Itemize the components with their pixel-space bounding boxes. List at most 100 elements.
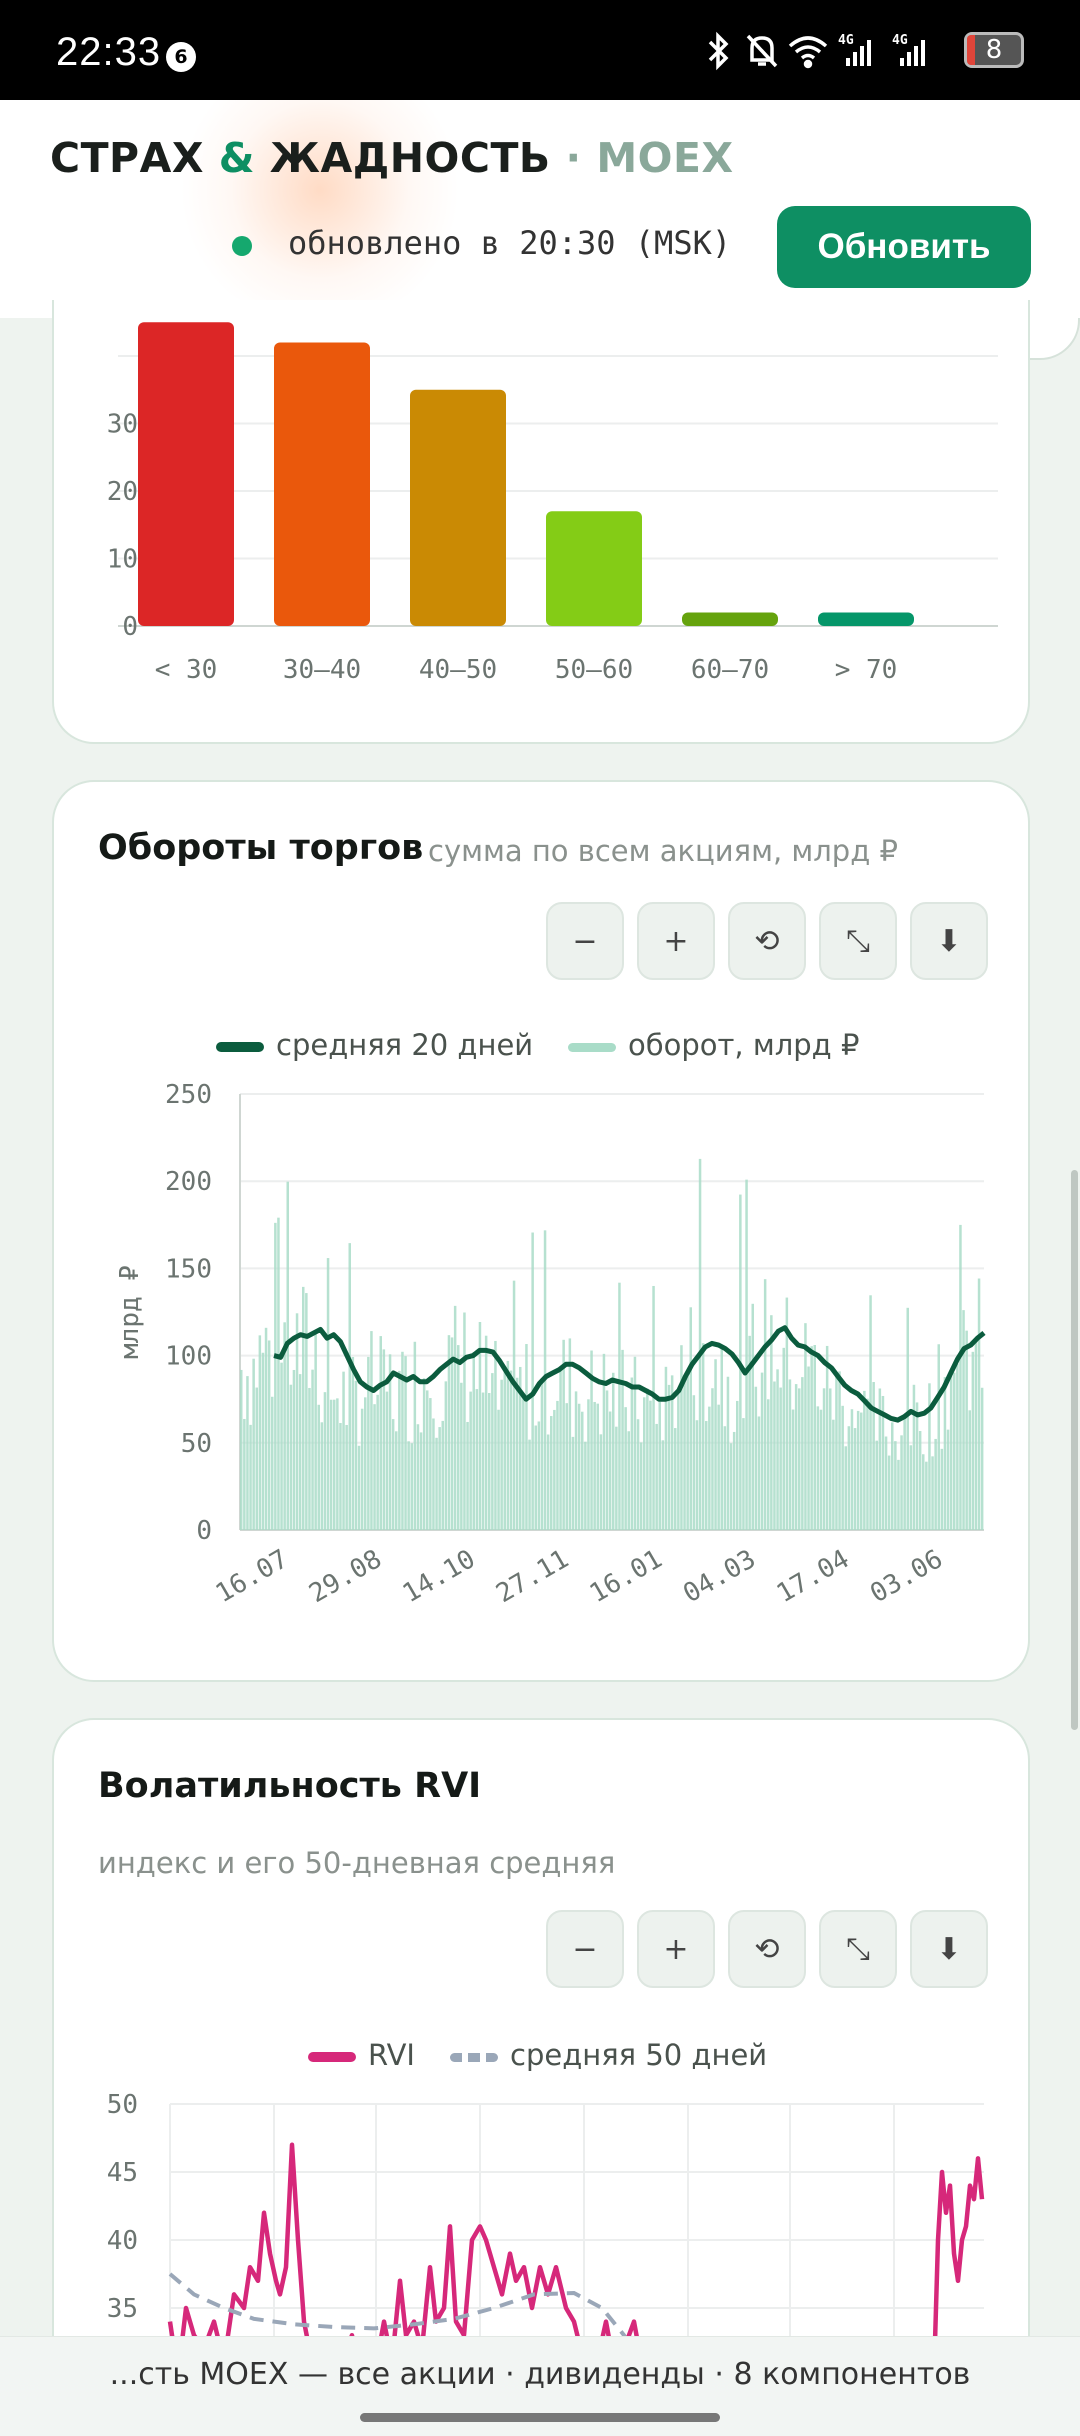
brand-part1: СТРАХ (50, 134, 219, 182)
x-tick-label: 03.06 (865, 1544, 948, 1609)
turnover-bar (453, 1305, 457, 1530)
turnover-bar (729, 1443, 733, 1530)
turnover-bar (519, 1366, 522, 1530)
turnover-bar (444, 1381, 448, 1530)
turnover-bar (819, 1409, 823, 1530)
turnover-bar (856, 1410, 860, 1530)
x-tick-label: 04.03 (678, 1544, 761, 1609)
turnover-bar (946, 1429, 950, 1530)
turnover-bar (825, 1345, 829, 1530)
x-tick-label: 16.01 (585, 1544, 668, 1609)
turnover-bar (630, 1377, 634, 1530)
download-button[interactable]: ⬇ (910, 902, 988, 980)
home-indicator[interactable] (360, 2413, 720, 2422)
reset-zoom-button[interactable]: ⟲ (728, 902, 806, 980)
turnover-bar (900, 1435, 903, 1530)
turnover-bar (429, 1398, 432, 1530)
rvi-zoom-out-button[interactable]: − (546, 1910, 624, 1988)
turnover-bar (652, 1285, 655, 1530)
turnover-bar (643, 1397, 646, 1530)
turnover-bar (494, 1340, 497, 1530)
turnover-bar (289, 1384, 293, 1530)
turnover-bar (531, 1232, 534, 1530)
turnover-bar (714, 1359, 717, 1530)
turnover-bar (962, 1310, 965, 1530)
zoom-in-button[interactable]: + (637, 902, 715, 980)
turnover-bar (937, 1344, 940, 1530)
legend-swatch-rvi (308, 2052, 356, 2062)
turnover-bar (457, 1345, 460, 1530)
legend-label-avg: средняя 20 дней (276, 1028, 534, 1062)
y-tick-label: 100 (165, 1342, 212, 1372)
turnover-bar (754, 1386, 758, 1530)
distribution-chart: 0 10 20 30 < 30 30–40 40–50 50–60 60–70 > 70 (107, 322, 998, 685)
turnover-bar (670, 1375, 674, 1530)
turnover-bar (940, 1448, 944, 1530)
turnover-bar (655, 1423, 658, 1530)
legend-swatch-rvi-avg (450, 2052, 498, 2062)
turnover-bar (680, 1345, 683, 1530)
zoom-out-button[interactable]: − (546, 902, 624, 980)
turnover-bar (605, 1390, 609, 1530)
rvi-subtitle: индекс и его 50-дневная средняя (98, 1846, 616, 1880)
turnover-bar (627, 1431, 630, 1530)
bar (818, 612, 914, 626)
rvi-zoom-in-button[interactable]: + (637, 1910, 715, 1988)
x-tick-label: 50–60 (555, 655, 633, 685)
turnover-bar (776, 1369, 779, 1530)
turnover-bar (419, 1432, 423, 1530)
turnover-bar (717, 1404, 720, 1530)
turnover-bar (500, 1379, 503, 1530)
x-tick-label: 29.08 (304, 1544, 387, 1609)
turnover-bar (863, 1390, 866, 1530)
turnover-bar (426, 1390, 429, 1530)
turnover-bar (726, 1376, 730, 1530)
rvi-line-recent (931, 2156, 985, 2377)
turnover-bar (683, 1375, 686, 1530)
turnover-bar (816, 1406, 820, 1530)
bar (682, 612, 778, 626)
rvi-legend-2: средняя 50 дней (450, 2038, 767, 2072)
status-icons: 4G 4G 8 (704, 30, 1044, 74)
turnover-bar (853, 1428, 857, 1530)
net-label-1: 4G (838, 33, 854, 48)
turnover-bar (841, 1405, 844, 1530)
turnover-bar (773, 1381, 776, 1530)
rvi-reset-zoom-button[interactable]: ⟲ (728, 1910, 806, 1988)
y-tick-label: 200 (165, 1167, 212, 1197)
turnover-bar (869, 1295, 872, 1530)
y-tick-label: 50 (107, 2090, 138, 2120)
turnover-bar (314, 1334, 317, 1530)
x-tick-label: 40–50 (419, 655, 497, 685)
turnover-bar (435, 1437, 438, 1530)
turnover-bar (320, 1422, 324, 1530)
turnover-bar (298, 1374, 302, 1530)
x-tick-label: 14.10 (398, 1544, 481, 1609)
turnover-bar (813, 1345, 816, 1530)
scrollbar[interactable] (1071, 1170, 1078, 1730)
turnover-title: Обороты торгов (98, 828, 424, 868)
turnover-bar (822, 1388, 826, 1530)
rvi-fit-button[interactable]: ⤡ (819, 1910, 897, 1988)
turnover-bar (931, 1456, 934, 1530)
x-tick-label: 30–40 (283, 655, 361, 685)
turnover-bar (373, 1404, 376, 1530)
turnover-bar (534, 1425, 537, 1530)
turnover-bar (705, 1421, 708, 1530)
turnover-bar (720, 1345, 723, 1530)
rvi-download-button[interactable]: ⬇ (910, 1910, 988, 1988)
turnover-bar (243, 1418, 246, 1530)
turnover-bar (596, 1403, 599, 1530)
turnover-bar (760, 1372, 764, 1530)
bar (410, 389, 506, 626)
turnover-bar (395, 1431, 398, 1530)
refresh-button[interactable]: Обновить (777, 206, 1031, 288)
turnover-bar (686, 1376, 689, 1530)
turnover-bar (968, 1410, 971, 1530)
turnover-bar (736, 1400, 739, 1530)
turnover-bar (565, 1403, 568, 1530)
x-tick-label: > 70 (835, 655, 898, 685)
turnover-bar (584, 1441, 587, 1530)
turnover-bar (801, 1377, 804, 1530)
fit-button[interactable]: ⤡ (819, 902, 897, 980)
